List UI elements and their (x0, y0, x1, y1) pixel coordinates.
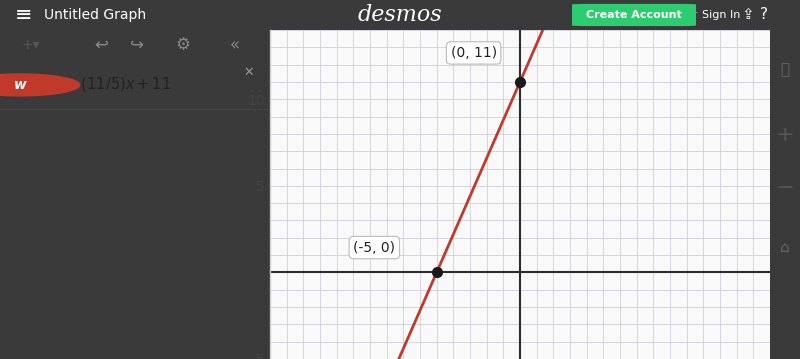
Circle shape (0, 74, 80, 96)
Text: +: + (776, 125, 794, 145)
Text: −: − (776, 178, 794, 198)
Text: ⇪: ⇪ (742, 8, 754, 23)
Text: «: « (230, 36, 240, 54)
Text: Sign In: Sign In (702, 10, 741, 20)
Text: ⚙: ⚙ (175, 36, 190, 54)
Text: ⌂: ⌂ (780, 239, 790, 255)
Text: ↩: ↩ (94, 36, 108, 54)
Text: or: or (686, 10, 698, 20)
Text: 🔧: 🔧 (781, 62, 790, 77)
FancyBboxPatch shape (572, 4, 696, 26)
Text: Create Account: Create Account (586, 10, 682, 20)
Text: (-5, 0): (-5, 0) (354, 241, 395, 255)
Text: desmos: desmos (358, 4, 442, 26)
Text: ✕: ✕ (243, 66, 254, 79)
Text: +▾: +▾ (22, 38, 40, 52)
Text: ↪: ↪ (130, 36, 143, 54)
Text: $y = (11/5)x + 11$: $y = (11/5)x + 11$ (54, 75, 171, 94)
Text: (0, 11): (0, 11) (450, 46, 497, 60)
Text: w: w (14, 78, 26, 92)
Text: Untitled Graph: Untitled Graph (44, 8, 146, 22)
Text: ?: ? (760, 8, 768, 23)
Text: ≡: ≡ (14, 5, 32, 25)
